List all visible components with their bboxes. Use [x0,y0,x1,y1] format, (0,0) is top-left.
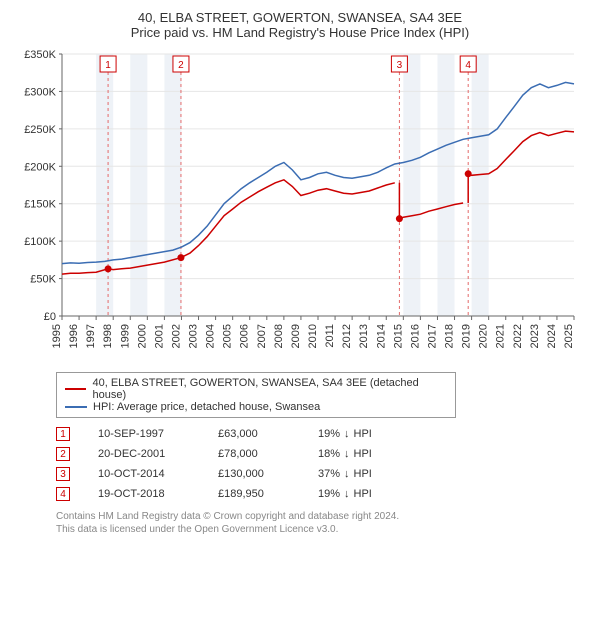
svg-text:2011: 2011 [324,324,336,348]
sale-date: 20-DEC-2001 [98,448,218,460]
svg-text:1998: 1998 [102,324,114,348]
svg-text:1997: 1997 [85,324,97,348]
sale-price: £130,000 [218,468,318,480]
legend-swatch [65,388,86,390]
footer: Contains HM Land Registry data © Crown c… [56,510,586,536]
svg-text:1999: 1999 [119,324,131,348]
down-arrow-icon: ↓ [344,468,350,480]
sale-date: 10-OCT-2014 [98,468,218,480]
sale-price: £78,000 [218,448,318,460]
svg-text:£50K: £50K [30,274,56,286]
sale-date: 10-SEP-1997 [98,428,218,440]
svg-text:£250K: £250K [24,124,56,136]
svg-text:2: 2 [178,60,184,71]
legend-item: HPI: Average price, detached house, Swan… [65,401,447,413]
sale-marker: 3 [56,467,70,481]
footer-line2: This data is licensed under the Open Gov… [56,523,586,536]
down-arrow-icon: ↓ [344,428,350,440]
svg-text:2020: 2020 [478,324,490,348]
svg-text:2014: 2014 [375,324,387,348]
sale-diff: 19%↓HPI [318,488,408,500]
footer-line1: Contains HM Land Registry data © Crown c… [56,510,586,523]
title-block: 40, ELBA STREET, GOWERTON, SWANSEA, SA4 … [14,10,586,40]
legend-label: HPI: Average price, detached house, Swan… [93,401,320,413]
svg-text:1: 1 [105,60,111,71]
svg-text:1995: 1995 [51,324,63,348]
sale-price: £189,950 [218,488,318,500]
title-subtitle: Price paid vs. HM Land Registry's House … [14,25,586,40]
chart-container: 40, ELBA STREET, GOWERTON, SWANSEA, SA4 … [0,0,600,544]
svg-text:2008: 2008 [273,324,285,348]
legend-label: 40, ELBA STREET, GOWERTON, SWANSEA, SA4 … [92,377,447,401]
svg-text:2024: 2024 [546,324,558,348]
sale-diff: 37%↓HPI [318,468,408,480]
svg-text:2012: 2012 [341,324,353,348]
down-arrow-icon: ↓ [344,488,350,500]
svg-text:2025: 2025 [563,324,575,348]
sale-diff: 18%↓HPI [318,448,408,460]
sale-diff: 19%↓HPI [318,428,408,440]
svg-text:3: 3 [397,60,403,71]
down-arrow-icon: ↓ [344,448,350,460]
svg-text:2023: 2023 [529,324,541,348]
svg-text:£300K: £300K [24,86,56,98]
title-address: 40, ELBA STREET, GOWERTON, SWANSEA, SA4 … [14,10,586,25]
sale-row: 1 10-SEP-1997£63,00019%↓HPI [56,424,496,444]
svg-text:2017: 2017 [426,324,438,348]
chart-svg: £0 £50K £100K £150K £200K £250K £300K £350K 1995… [14,46,586,366]
svg-text:2016: 2016 [409,324,421,348]
sale-marker: 1 [56,427,70,441]
svg-text:2018: 2018 [444,324,456,348]
svg-text:4: 4 [465,60,471,71]
svg-text:£100K: £100K [24,236,56,248]
svg-text:1996: 1996 [68,324,80,348]
sales-table: 110-SEP-1997£63,00019%↓HPI220-DEC-2001£7… [56,424,496,504]
sale-date: 19-OCT-2018 [98,488,218,500]
svg-text:2022: 2022 [512,324,524,348]
svg-text:2003: 2003 [188,324,200,348]
svg-text:2007: 2007 [256,324,268,348]
legend: 40, ELBA STREET, GOWERTON, SWANSEA, SA4 … [56,372,456,418]
svg-text:2000: 2000 [136,324,148,348]
svg-text:2006: 2006 [239,324,251,348]
svg-text:£200K: £200K [24,161,56,173]
chart: £0 £50K £100K £150K £200K £250K £300K £350K 1995… [14,46,586,366]
sale-marker: 2 [56,447,70,461]
sale-marker: 4 [56,487,70,501]
svg-text:£150K: £150K [24,199,56,211]
svg-text:2009: 2009 [290,324,302,348]
svg-text:2005: 2005 [222,324,234,348]
svg-text:2019: 2019 [461,324,473,348]
svg-text:2002: 2002 [170,324,182,348]
svg-text:2013: 2013 [358,324,370,348]
sale-row: 3 10-OCT-2014£130,00037%↓HPI [56,464,496,484]
svg-text:2015: 2015 [392,324,404,348]
svg-text:£0: £0 [44,311,56,323]
svg-text:2001: 2001 [153,324,165,348]
sale-row: 4 19-OCT-2018£189,95019%↓HPI [56,484,496,504]
svg-text:2021: 2021 [495,324,507,348]
svg-text:2004: 2004 [205,324,217,348]
sale-price: £63,000 [218,428,318,440]
sale-row: 2 20-DEC-2001£78,00018%↓HPI [56,444,496,464]
svg-text:£350K: £350K [24,49,56,61]
svg-text:2010: 2010 [307,324,319,348]
legend-item: 40, ELBA STREET, GOWERTON, SWANSEA, SA4 … [65,377,447,401]
legend-swatch [65,406,87,408]
